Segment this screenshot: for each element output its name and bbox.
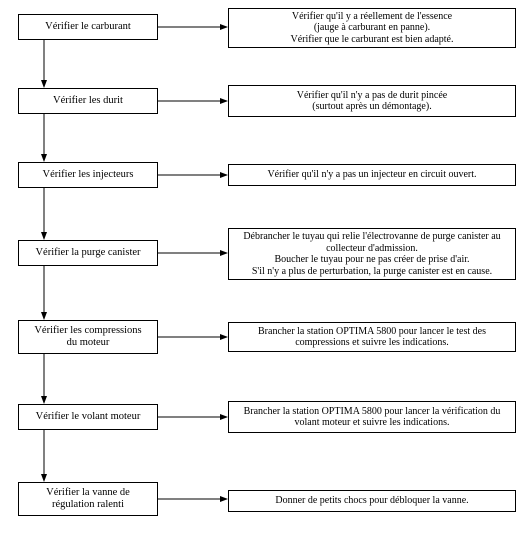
- step-compressions-detail: Brancher la station OPTIMA 5800 pour lan…: [228, 322, 516, 352]
- step-injecteurs-detail: Vérifier qu'il n'y a pas un injecteur en…: [228, 164, 516, 186]
- step-volant-action: Vérifier le volant moteur: [18, 404, 158, 430]
- step-vanne-detail: Donner de petits chocs pour débloquer la…: [228, 490, 516, 512]
- step-purge-action: Vérifier la purge canister: [18, 240, 158, 266]
- step-injecteurs-action: Vérifier les injecteurs: [18, 162, 158, 188]
- step-durit-action: Vérifier les durit: [18, 88, 158, 114]
- step-volant-detail: Brancher la station OPTIMA 5800 pour lan…: [228, 401, 516, 433]
- step-durit-detail: Vérifier qu'il n'y a pas de durit pincée…: [228, 85, 516, 117]
- step-carburant-detail: Vérifier qu'il y a réellement de l'essen…: [228, 8, 516, 48]
- step-vanne-action: Vérifier la vanne derégulation ralenti: [18, 482, 158, 516]
- step-compressions-action: Vérifier les compressionsdu moteur: [18, 320, 158, 354]
- step-carburant-action: Vérifier le carburant: [18, 14, 158, 40]
- step-purge-detail: Débrancher le tuyau qui relie l'électrov…: [228, 228, 516, 280]
